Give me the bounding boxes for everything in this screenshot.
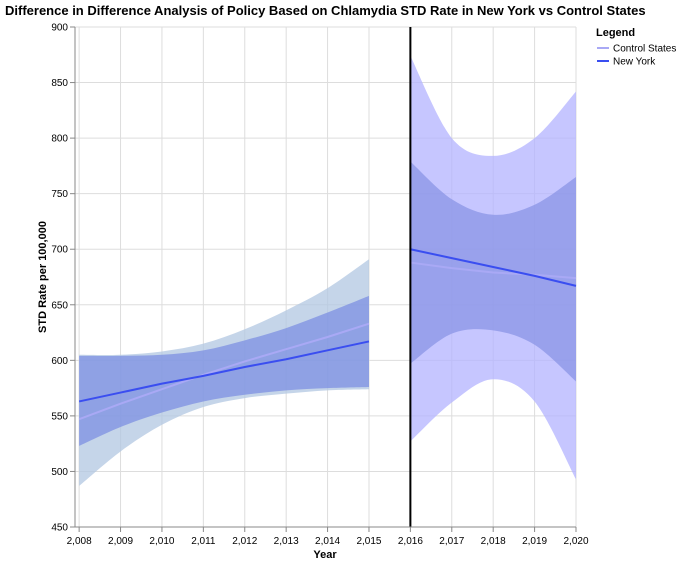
- legend-label: New York: [613, 57, 656, 68]
- chart-title: Difference in Difference Analysis of Pol…: [5, 3, 646, 18]
- y-tick-label: 500: [51, 467, 68, 478]
- new-york-band-post: [410, 161, 576, 382]
- x-tick-label: 2,013: [274, 536, 299, 547]
- x-tick-label: 2,011: [191, 536, 216, 547]
- x-tick-label: 2,018: [481, 536, 506, 547]
- y-tick-label: 550: [51, 411, 68, 422]
- new-york-line-post: [410, 248, 577, 287]
- y-tick-label: 700: [51, 245, 68, 256]
- x-tick-label: 2,015: [356, 536, 381, 547]
- legend-title: Legend: [596, 27, 635, 39]
- control-states-line-post: [410, 261, 577, 280]
- y-tick-label: 900: [51, 23, 68, 34]
- y-tick-label: 450: [51, 523, 68, 534]
- legend: Legend Control States New York: [596, 27, 676, 68]
- x-tick-label: 2,020: [563, 536, 588, 547]
- legend-entries: Control States New York: [597, 44, 676, 68]
- y-tick-label: 750: [51, 189, 68, 200]
- y-axis-label: STD Rate per 100,000: [37, 221, 49, 333]
- y-tick-label: 800: [51, 134, 68, 145]
- x-axis-label: Year: [313, 549, 337, 561]
- x-tick-label: 2,014: [315, 536, 340, 547]
- axes: 450 500 550 600 650 700 750 800 850 900 2,008 2,009…: [51, 23, 589, 548]
- x-tick-label: 2,016: [398, 536, 423, 547]
- control-states-line-pre: [78, 322, 370, 421]
- new-york-line-pre: [78, 340, 370, 403]
- y-tick-label: 850: [51, 78, 68, 89]
- x-tick-label: 2,012: [232, 536, 257, 547]
- x-tick-label: 2,008: [67, 536, 92, 547]
- y-tick-label: 650: [51, 300, 68, 311]
- x-tick-label: 2,010: [149, 536, 174, 547]
- legend-label: Control States: [613, 44, 676, 55]
- x-tick-label: 2,019: [522, 536, 547, 547]
- y-tick-label: 600: [51, 356, 68, 367]
- x-tick-label: 2,017: [439, 536, 464, 547]
- trend-lines: [78, 27, 577, 527]
- x-tick-label: 2,009: [108, 536, 133, 547]
